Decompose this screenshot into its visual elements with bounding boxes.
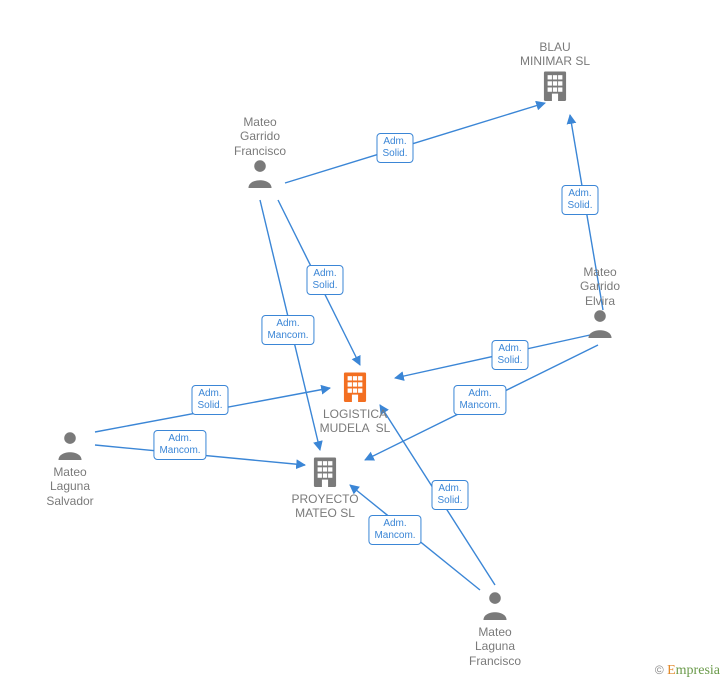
edge-label: Adm. Solid. <box>491 340 528 370</box>
edge-label: Adm. Solid. <box>191 385 228 415</box>
edge-label: Adm. Mancom. <box>153 430 206 460</box>
edge-label: Adm. Solid. <box>376 133 413 163</box>
edge-label: Adm. Solid. <box>306 265 343 295</box>
edge-label: Adm. Mancom. <box>261 315 314 345</box>
edges-layer <box>0 0 728 685</box>
copyright-symbol: © <box>655 663 664 677</box>
edge-label: Adm. Solid. <box>431 480 468 510</box>
edge <box>285 103 545 183</box>
edge-label: Adm. Mancom. <box>453 385 506 415</box>
edge-label: Adm. Mancom. <box>368 515 421 545</box>
network-diagram: BLAU MINIMAR SL Mateo Garrido Francisco … <box>0 0 728 685</box>
copyright: © Empresia <box>655 663 720 679</box>
edge-label: Adm. Solid. <box>561 185 598 215</box>
copyright-brand: Empresia <box>667 663 720 678</box>
